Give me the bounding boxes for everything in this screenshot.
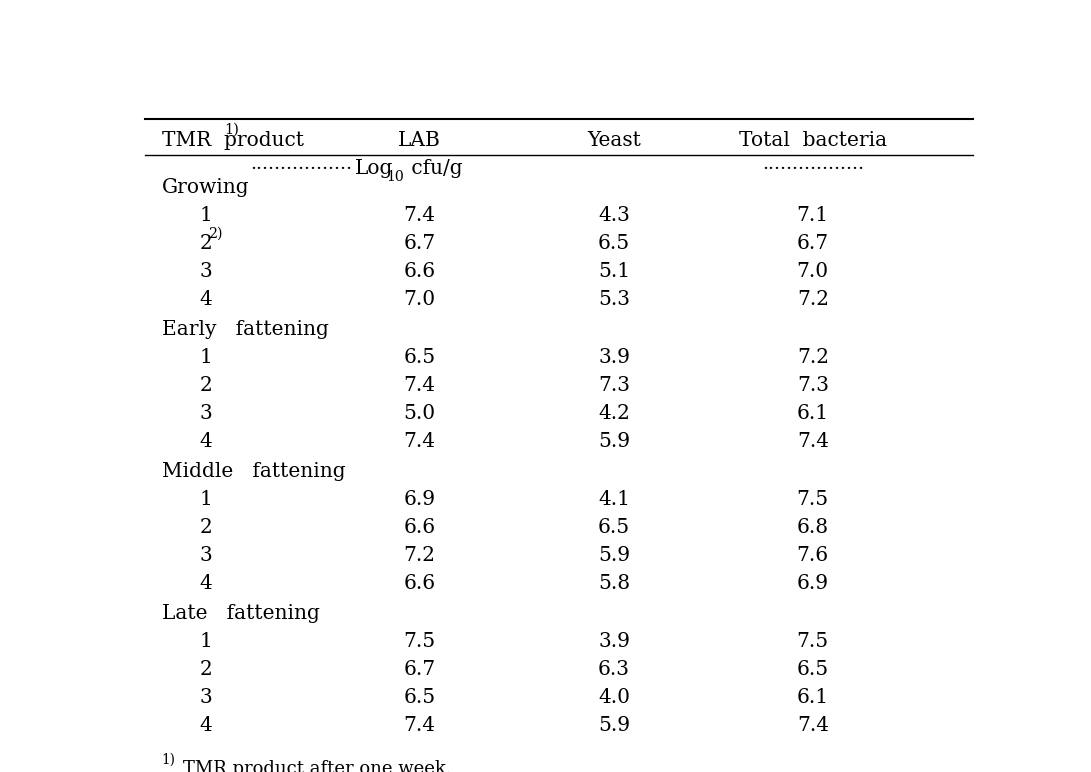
Text: 7.6: 7.6 xyxy=(796,547,829,565)
Text: 6.1: 6.1 xyxy=(796,404,829,423)
Text: 7.5: 7.5 xyxy=(404,632,435,652)
Text: 6.5: 6.5 xyxy=(598,234,631,253)
Text: 7.5: 7.5 xyxy=(796,632,829,652)
Text: 6.7: 6.7 xyxy=(404,234,435,253)
Text: 7.4: 7.4 xyxy=(796,716,829,735)
Text: Yeast: Yeast xyxy=(587,130,642,150)
Text: TMR product after one week.: TMR product after one week. xyxy=(183,760,452,772)
Text: 7.4: 7.4 xyxy=(404,716,435,735)
Text: 7.4: 7.4 xyxy=(796,432,829,451)
Text: 2): 2) xyxy=(208,227,223,241)
Text: 4: 4 xyxy=(200,716,213,735)
Text: 7.4: 7.4 xyxy=(404,206,435,225)
Text: 4.2: 4.2 xyxy=(598,404,630,423)
Text: 2: 2 xyxy=(200,234,213,253)
Text: Log: Log xyxy=(355,159,393,178)
Text: 6.7: 6.7 xyxy=(404,660,435,679)
Text: 5.9: 5.9 xyxy=(598,716,631,735)
Text: 1: 1 xyxy=(200,632,213,652)
Text: cfu/g: cfu/g xyxy=(405,159,463,178)
Text: Late   fattening: Late fattening xyxy=(161,604,320,624)
Text: Middle   fattening: Middle fattening xyxy=(161,462,346,482)
Text: 1: 1 xyxy=(200,348,213,367)
Text: 3: 3 xyxy=(200,404,213,423)
Text: LAB: LAB xyxy=(398,130,441,150)
Text: 3.9: 3.9 xyxy=(598,632,631,652)
Text: 4.3: 4.3 xyxy=(598,206,630,225)
Text: 7.3: 7.3 xyxy=(796,376,829,395)
Text: 6.5: 6.5 xyxy=(598,518,631,537)
Text: 2: 2 xyxy=(200,376,213,395)
Text: 6.9: 6.9 xyxy=(404,490,435,510)
Text: 4.1: 4.1 xyxy=(598,490,631,510)
Text: 7.2: 7.2 xyxy=(796,290,829,309)
Text: 6.5: 6.5 xyxy=(796,660,829,679)
Text: 6.7: 6.7 xyxy=(796,234,829,253)
Text: 6.1: 6.1 xyxy=(796,689,829,707)
Text: 7.5: 7.5 xyxy=(796,490,829,510)
Text: 6.5: 6.5 xyxy=(404,689,435,707)
Text: 5.9: 5.9 xyxy=(598,547,631,565)
Text: 4: 4 xyxy=(200,432,213,451)
Text: 7.3: 7.3 xyxy=(598,376,631,395)
Text: 4: 4 xyxy=(200,574,213,593)
Text: 7.0: 7.0 xyxy=(796,262,829,281)
Text: 6.6: 6.6 xyxy=(404,262,435,281)
Text: 3: 3 xyxy=(200,689,213,707)
Text: 1): 1) xyxy=(161,753,176,767)
Text: 5.1: 5.1 xyxy=(598,262,631,281)
Text: 7.0: 7.0 xyxy=(404,290,435,309)
Text: 6.6: 6.6 xyxy=(404,518,435,537)
Text: ·················: ················· xyxy=(250,160,352,178)
Text: 3: 3 xyxy=(200,262,213,281)
Text: 1): 1) xyxy=(225,123,240,137)
Text: 7.4: 7.4 xyxy=(404,376,435,395)
Text: 3.9: 3.9 xyxy=(598,348,631,367)
Text: 2: 2 xyxy=(200,518,213,537)
Text: 5.0: 5.0 xyxy=(404,404,435,423)
Text: ·················: ················· xyxy=(762,160,864,178)
Text: 6.5: 6.5 xyxy=(404,348,435,367)
Text: 10: 10 xyxy=(386,170,405,184)
Text: 4.0: 4.0 xyxy=(598,689,631,707)
Text: 6.3: 6.3 xyxy=(598,660,631,679)
Text: 3: 3 xyxy=(200,547,213,565)
Text: 1: 1 xyxy=(200,490,213,510)
Text: Early   fattening: Early fattening xyxy=(161,320,328,340)
Text: 5.8: 5.8 xyxy=(598,574,631,593)
Text: 5.3: 5.3 xyxy=(598,290,631,309)
Text: 6.8: 6.8 xyxy=(796,518,829,537)
Text: 6.9: 6.9 xyxy=(796,574,829,593)
Text: 5.9: 5.9 xyxy=(598,432,631,451)
Text: 7.1: 7.1 xyxy=(796,206,829,225)
Text: 2: 2 xyxy=(200,660,213,679)
Text: Growing: Growing xyxy=(161,178,250,198)
Text: 6.6: 6.6 xyxy=(404,574,435,593)
Text: Total  bacteria: Total bacteria xyxy=(739,130,887,150)
Text: 1: 1 xyxy=(200,206,213,225)
Text: 7.2: 7.2 xyxy=(796,348,829,367)
Text: TMR  product: TMR product xyxy=(161,130,303,150)
Text: 4: 4 xyxy=(200,290,213,309)
Text: 7.2: 7.2 xyxy=(404,547,435,565)
Text: 7.4: 7.4 xyxy=(404,432,435,451)
